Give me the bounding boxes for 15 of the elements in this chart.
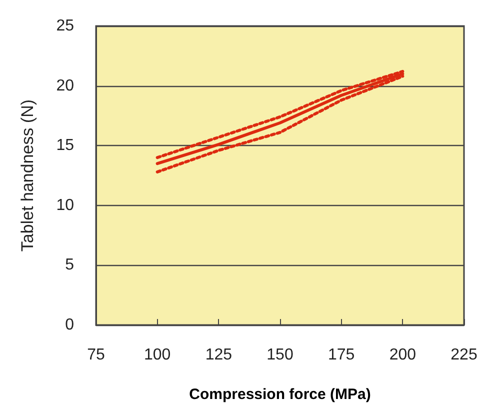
y-axis-title: Tablet handness (N): [18, 99, 37, 252]
y-tick-label: 0: [65, 316, 74, 334]
x-tick-label: 100: [144, 346, 171, 364]
x-tick-label: 150: [266, 346, 294, 364]
x-axis-title: Compression force (MPa): [189, 386, 371, 403]
x-tick-label: 200: [389, 346, 416, 364]
x-tick-label: 175: [328, 346, 355, 364]
y-tick-label: 20: [56, 77, 74, 94]
x-tick-label: 225: [450, 346, 478, 364]
y-tick-label: 25: [56, 18, 74, 34]
y-tick-label: 10: [56, 196, 74, 214]
y-tick-label: 15: [56, 137, 74, 154]
y-tick-label: 5: [65, 256, 74, 274]
x-tick-label: 125: [205, 346, 232, 364]
x-tick-label: 75: [87, 346, 105, 364]
